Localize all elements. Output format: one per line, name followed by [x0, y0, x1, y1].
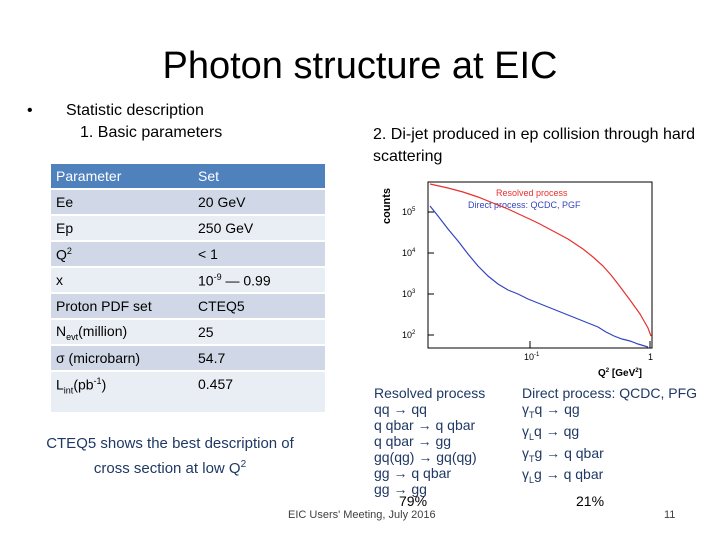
resolved-line: qq → qq: [374, 401, 427, 417]
table-row: Lint(pb-1) 0.457: [51, 372, 325, 412]
resolved-line: q qbar → gg: [374, 433, 452, 449]
section-heading: Statistic description: [66, 102, 204, 119]
page-number: 11: [664, 509, 676, 521]
param-name: Ep: [51, 216, 193, 240]
cteq-note: CTEQ5 shows the best description of cros…: [30, 433, 310, 479]
value-sup: -9: [213, 271, 222, 282]
param-name-main: N: [56, 322, 67, 339]
bullet-dot: •: [27, 102, 33, 119]
param-name: x: [51, 268, 193, 292]
direct-line: γTq → qg: [522, 401, 580, 420]
param-value: 20 GeV: [193, 190, 325, 214]
direct-process-curve: [429, 205, 649, 348]
param-name: Q2: [51, 242, 193, 266]
slide-title: Photon structure at EIC: [162, 45, 558, 87]
param-name: Proton PDF set: [51, 294, 193, 318]
plot-xlabel: Q2 [GeV2]: [598, 368, 642, 379]
ytick-label: 103: [402, 289, 416, 299]
xtick-label: 1: [648, 352, 653, 362]
param-name: Nevt(million): [51, 320, 193, 344]
dijet-heading: 2. Di-jet produced in ep collision throu…: [373, 126, 695, 165]
header-parameter: Parameter: [51, 164, 193, 188]
param-value: 25: [193, 320, 325, 344]
param-name: Lint(pb-1): [51, 372, 193, 412]
table-row: Nevt(million) 25: [51, 320, 325, 344]
resolved-line: q qbar → q qbar: [374, 417, 476, 433]
direct-line: γLq → qg: [522, 422, 580, 442]
param-name-main: Q: [56, 246, 67, 263]
resolved-line: gg → q qbar: [374, 465, 452, 481]
table-row: Ee 20 GeV: [51, 190, 325, 214]
footer-text: EIC Users' Meeting, July 2016: [288, 509, 436, 521]
direct-percent: 21%: [576, 493, 605, 509]
param-name-end: ): [101, 376, 107, 393]
param-name-sub: evt: [66, 331, 79, 342]
resolved-title: Resolved process: [374, 385, 486, 401]
cteq-note-text: CTEQ5 shows the best description of cros…: [46, 435, 294, 477]
legend-resolved: Resolved process: [496, 188, 568, 198]
ytick-label: 105: [402, 207, 416, 217]
param-value: < 1: [193, 242, 325, 266]
xtick-label: 10-1: [524, 352, 540, 362]
ytick-label: 104: [402, 248, 416, 258]
param-name-rest: (pb: [73, 376, 94, 393]
plot-xticks: 10-1 1: [524, 341, 653, 362]
table-row: Proton PDF set CTEQ5: [51, 294, 325, 318]
param-name-sub: int: [63, 385, 74, 396]
ytick-label: 102: [402, 330, 416, 340]
param-name: σ (microbarn): [51, 346, 193, 370]
resolved-line: gg → gg: [374, 481, 427, 497]
subsection-heading: 1. Basic parameters: [80, 124, 223, 141]
plot-ylabel: counts: [381, 188, 393, 224]
header-set: Set: [193, 164, 325, 188]
plot-yticks: 102 103 104 105: [402, 207, 434, 340]
table-row: Q2 < 1: [51, 242, 325, 266]
plot-frame: [427, 181, 653, 349]
param-name-main: L: [56, 376, 64, 393]
parameters-table: Parameter Set Ee 20 GeV Ep 250 GeV Q2 < …: [51, 162, 325, 414]
param-value: 250 GeV: [193, 216, 325, 240]
value-rest: — 0.99: [221, 272, 271, 289]
legend-direct: Direct process: QCDC, PGF: [468, 200, 581, 210]
param-name-rest: (million): [78, 322, 128, 339]
table-row: Ep 250 GeV: [51, 216, 325, 240]
param-value: 10-9 — 0.99: [193, 268, 325, 292]
param-value: 0.457: [193, 372, 325, 412]
direct-title: Direct process: QCDC, PFG: [522, 385, 698, 401]
param-name: Ee: [51, 190, 193, 214]
param-name-sup: 2: [66, 245, 72, 256]
direct-line: γLg → q qbar: [522, 466, 604, 486]
param-value: 54.7: [193, 346, 325, 370]
cteq-note-sup: 2: [240, 459, 247, 470]
table-row: x 10-9 — 0.99: [51, 268, 325, 292]
counts-plot: counts 102 103 104 105 10-1 1 Q2 [GeV2] …: [381, 181, 653, 379]
value-base: 10: [198, 272, 214, 289]
table-row: σ (microbarn) 54.7: [51, 346, 325, 370]
direct-process-list: Direct process: QCDC, PFG γTq → qg γLq →…: [522, 385, 697, 488]
table-header-row: Parameter Set: [51, 164, 325, 188]
resolved-process-curve: [429, 183, 652, 337]
resolved-process-list: Resolved process qq → qq q qbar → q qbar…: [374, 385, 485, 497]
param-name-sup: -1: [93, 376, 102, 386]
param-value: CTEQ5: [193, 294, 325, 318]
resolved-line: gq(qg) → gq(qg): [374, 449, 477, 465]
resolved-percent: 79%: [399, 493, 428, 509]
direct-line: γTg → q qbar: [522, 444, 604, 464]
